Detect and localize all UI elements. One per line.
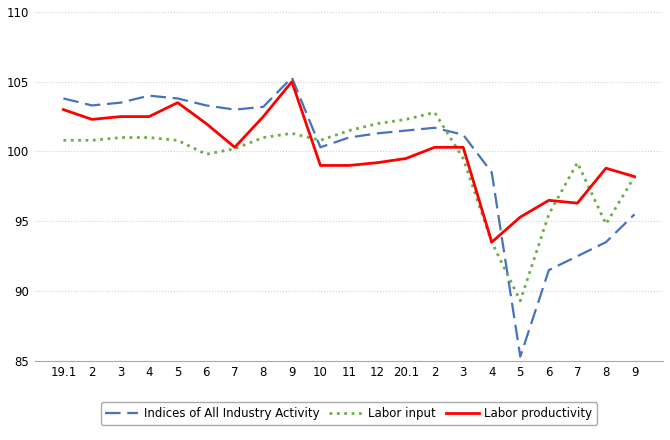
Indices of All Industry Activity	[202, 103, 210, 108]
Labor productivity	[602, 165, 610, 171]
Labor input	[145, 135, 153, 140]
Labor productivity	[174, 100, 182, 105]
Labor input	[602, 221, 610, 227]
Line: Indices of All Industry Activity: Indices of All Industry Activity	[64, 77, 634, 356]
Indices of All Industry Activity	[402, 128, 410, 133]
Indices of All Industry Activity	[630, 212, 639, 217]
Labor productivity	[574, 201, 582, 206]
Indices of All Industry Activity	[60, 96, 68, 101]
Indices of All Industry Activity	[345, 135, 353, 140]
Labor productivity	[517, 214, 525, 220]
Indices of All Industry Activity	[174, 96, 182, 101]
Labor productivity	[459, 145, 467, 150]
Labor input	[402, 117, 410, 122]
Legend: Indices of All Industry Activity, Labor input, Labor productivity: Indices of All Industry Activity, Labor …	[100, 402, 598, 425]
Labor input	[488, 239, 496, 245]
Labor productivity	[117, 114, 125, 119]
Labor productivity	[60, 107, 68, 112]
Labor input	[259, 135, 267, 140]
Indices of All Industry Activity	[431, 125, 439, 130]
Indices of All Industry Activity	[517, 354, 525, 359]
Labor input	[345, 128, 353, 133]
Labor input	[574, 160, 582, 165]
Line: Labor input: Labor input	[64, 112, 634, 301]
Indices of All Industry Activity	[459, 132, 467, 137]
Indices of All Industry Activity	[488, 170, 496, 175]
Indices of All Industry Activity	[288, 75, 296, 80]
Labor productivity	[230, 145, 239, 150]
Indices of All Industry Activity	[574, 253, 582, 259]
Labor input	[288, 131, 296, 136]
Labor productivity	[488, 239, 496, 245]
Labor input	[373, 121, 381, 126]
Labor input	[517, 298, 525, 304]
Labor input	[431, 110, 439, 115]
Labor productivity	[431, 145, 439, 150]
Labor productivity	[259, 114, 267, 119]
Labor productivity	[373, 160, 381, 165]
Labor input	[88, 138, 96, 143]
Indices of All Industry Activity	[602, 239, 610, 245]
Labor input	[117, 135, 125, 140]
Labor productivity	[288, 79, 296, 84]
Labor productivity	[345, 163, 353, 168]
Labor productivity	[202, 121, 210, 126]
Labor productivity	[545, 198, 553, 203]
Indices of All Industry Activity	[373, 131, 381, 136]
Indices of All Industry Activity	[145, 93, 153, 98]
Labor input	[545, 212, 553, 217]
Indices of All Industry Activity	[230, 107, 239, 112]
Indices of All Industry Activity	[88, 103, 96, 108]
Line: Labor productivity: Labor productivity	[64, 82, 634, 242]
Labor productivity	[88, 117, 96, 122]
Labor productivity	[630, 174, 639, 179]
Labor input	[316, 138, 324, 143]
Labor input	[202, 152, 210, 157]
Labor input	[60, 138, 68, 143]
Labor productivity	[145, 114, 153, 119]
Labor productivity	[402, 156, 410, 161]
Indices of All Industry Activity	[545, 268, 553, 273]
Indices of All Industry Activity	[316, 145, 324, 150]
Labor productivity	[316, 163, 324, 168]
Labor input	[230, 146, 239, 151]
Indices of All Industry Activity	[117, 100, 125, 105]
Labor input	[174, 138, 182, 143]
Labor input	[630, 174, 639, 179]
Indices of All Industry Activity	[259, 104, 267, 110]
Labor input	[459, 156, 467, 161]
